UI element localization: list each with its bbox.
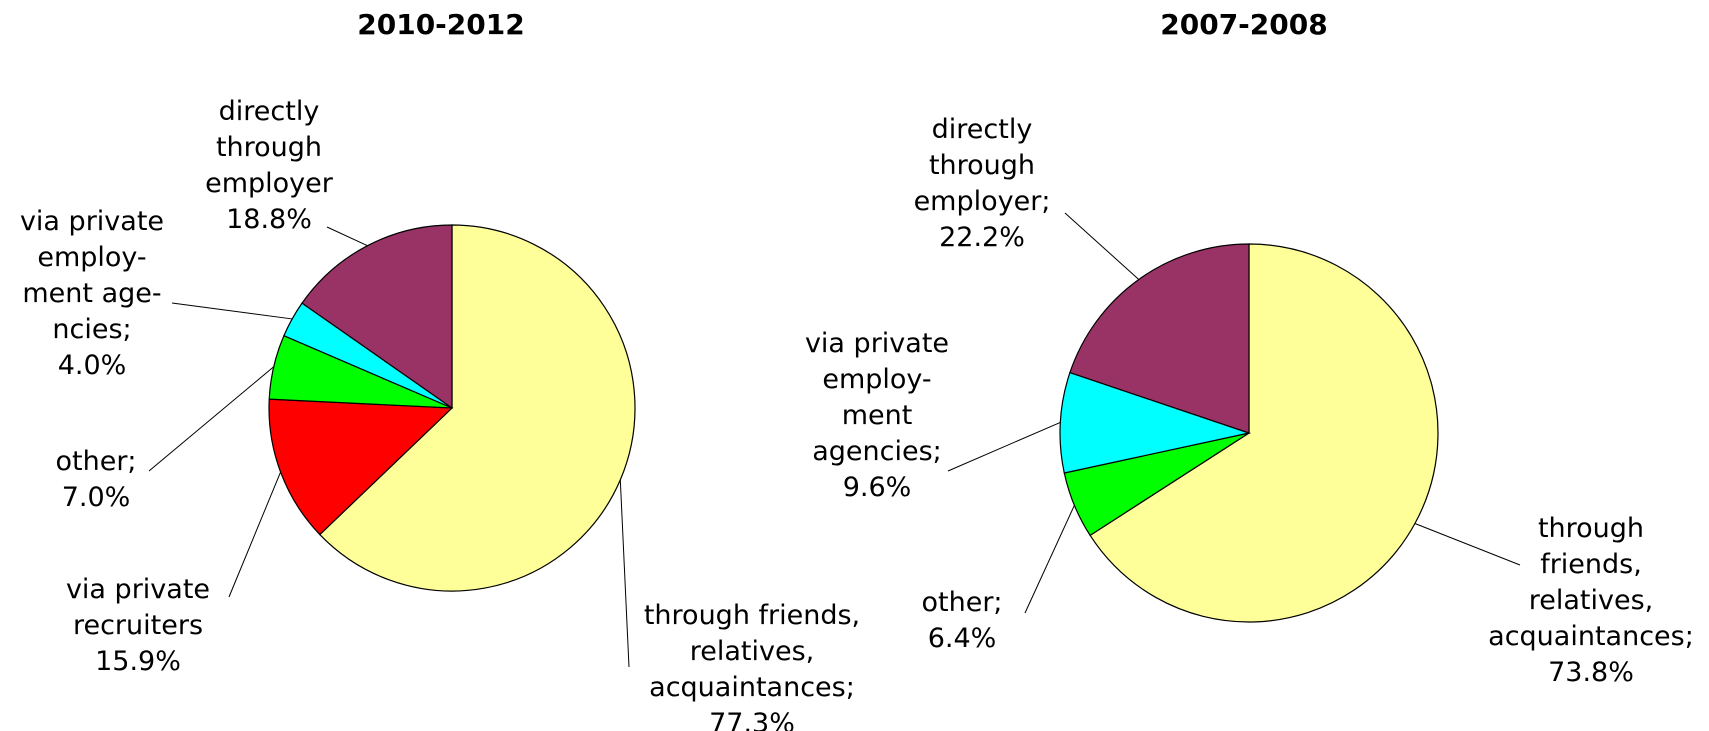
value-label: 18.8% (226, 204, 312, 235)
slice-label: via private (805, 328, 949, 359)
pie-slice (1059, 371, 1252, 474)
leader-line (1064, 212, 1140, 280)
leader-line (1024, 505, 1075, 614)
leader-line (148, 366, 275, 472)
leader-line (1414, 523, 1521, 566)
chart-title: 2007-2008 (1160, 8, 1327, 41)
slice-label: through (1538, 513, 1644, 544)
slice-label: directly (932, 114, 1033, 145)
value-label: 7.0% (62, 482, 131, 513)
leader-line (171, 302, 293, 320)
value-label: 15.9% (95, 646, 181, 677)
slice-label: employ- (37, 242, 146, 273)
slice-label: relatives, (1529, 585, 1654, 616)
slice-label: ment (842, 400, 913, 431)
value-label: 22.2% (939, 222, 1025, 253)
slice-label: via private (66, 574, 210, 605)
value-label: 4.0% (58, 350, 127, 381)
slice-label: through (929, 150, 1035, 181)
slice-label: through (216, 132, 322, 163)
leader-line (619, 479, 630, 668)
chart-title: 2010-2012 (357, 8, 524, 41)
value-label: 73.8% (1548, 657, 1634, 688)
slice-label: employ- (822, 364, 931, 395)
leader-line (947, 421, 1061, 472)
value-label: 77.3% (709, 708, 795, 731)
leader-line (326, 226, 368, 247)
slice-label: acquaintances; (1488, 621, 1694, 652)
value-label: 9.6% (843, 472, 912, 503)
slice-label: other; (55, 446, 136, 477)
slice-label: directly (219, 96, 320, 127)
slice-label: recruiters (73, 610, 203, 641)
slice-label: ment age- (22, 278, 161, 309)
leader-line (228, 471, 282, 598)
slice-label: relatives, (690, 636, 815, 667)
pie-slice (301, 224, 453, 410)
pie-slice (1089, 243, 1439, 623)
slice-label: ncies; (52, 314, 131, 345)
slice-label: acquaintances; (649, 672, 855, 703)
value-label: 6.4% (928, 623, 997, 654)
slice-label: friends, (1540, 549, 1642, 580)
slice-label: agencies; (812, 436, 942, 467)
slice-label: other; (921, 587, 1002, 618)
slice-label: through friends, (644, 600, 860, 631)
slice-label: employer (205, 168, 334, 199)
pie-slice (1069, 243, 1250, 434)
slice-label: via private (20, 206, 164, 237)
slice-label: employer; (914, 186, 1051, 217)
pie-slice (318, 224, 636, 592)
